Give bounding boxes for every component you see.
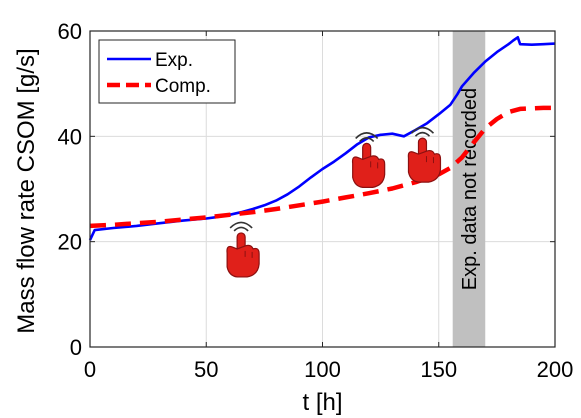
axis-ticks: 0 50 100 150 200 0 20 40 60 (58, 19, 574, 382)
y-axis-title: Mass flow rate CSOM [g/s] (13, 48, 40, 333)
legend-label-comp: Comp. (155, 76, 211, 97)
legend-label-exp: Exp. (155, 50, 193, 71)
shaded-band (452, 31, 486, 347)
y-tick-label: 20 (58, 230, 82, 255)
tap-hand-icon (407, 126, 442, 183)
legend-box (98, 39, 236, 104)
series-line-exp (88, 35, 556, 241)
tap-hand-icon (351, 132, 386, 189)
x-tick-label: 50 (194, 357, 218, 382)
x-tick-label: 100 (304, 357, 341, 382)
legend: Exp. Comp. (98, 39, 236, 104)
x-tick-label: 0 (84, 357, 96, 382)
y-tick-label: 60 (58, 19, 82, 44)
y-tick-label: 40 (58, 124, 82, 149)
series-lines (88, 35, 556, 241)
annotation-icons (226, 126, 442, 278)
x-tick-label: 200 (537, 357, 574, 382)
x-tick-label: 150 (420, 357, 457, 382)
y-tick-label: 0 (70, 335, 82, 360)
tap-hand-icon (226, 221, 260, 278)
x-axis-title: t [h] (302, 389, 342, 416)
band-label: Exp. data not recorded (459, 88, 481, 290)
